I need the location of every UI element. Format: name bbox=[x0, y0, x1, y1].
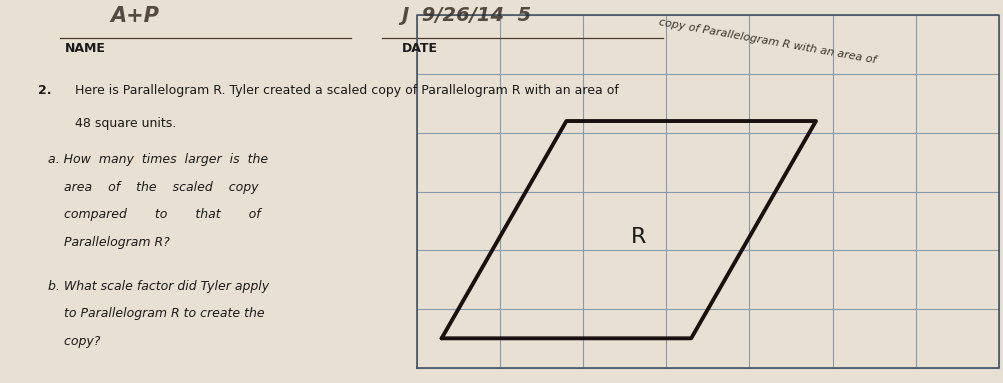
Text: to Parallelogram R to create the: to Parallelogram R to create the bbox=[48, 307, 265, 320]
Text: Parallelogram R?: Parallelogram R? bbox=[48, 236, 170, 249]
Text: 2.: 2. bbox=[38, 84, 51, 97]
Text: b. What scale factor did Tyler apply: b. What scale factor did Tyler apply bbox=[48, 280, 269, 293]
Text: copy?: copy? bbox=[48, 335, 100, 348]
Text: copy of Parallelogram R with an area of: copy of Parallelogram R with an area of bbox=[657, 17, 876, 65]
Text: DATE: DATE bbox=[401, 42, 437, 55]
Text: Here is Parallelogram R. Tyler created a scaled copy of Parallelogram R with an : Here is Parallelogram R. Tyler created a… bbox=[75, 84, 619, 97]
Text: J  9/26/14  5: J 9/26/14 5 bbox=[401, 6, 532, 25]
Text: NAME: NAME bbox=[65, 42, 106, 55]
Text: A+P: A+P bbox=[110, 6, 159, 26]
Text: area    of    the    scaled    copy: area of the scaled copy bbox=[48, 181, 259, 194]
Text: 48 square units.: 48 square units. bbox=[75, 117, 177, 130]
Text: a. How  many  times  larger  is  the: a. How many times larger is the bbox=[48, 153, 268, 166]
Text: R: R bbox=[631, 228, 646, 247]
Text: compared       to       that       of: compared to that of bbox=[48, 208, 261, 221]
